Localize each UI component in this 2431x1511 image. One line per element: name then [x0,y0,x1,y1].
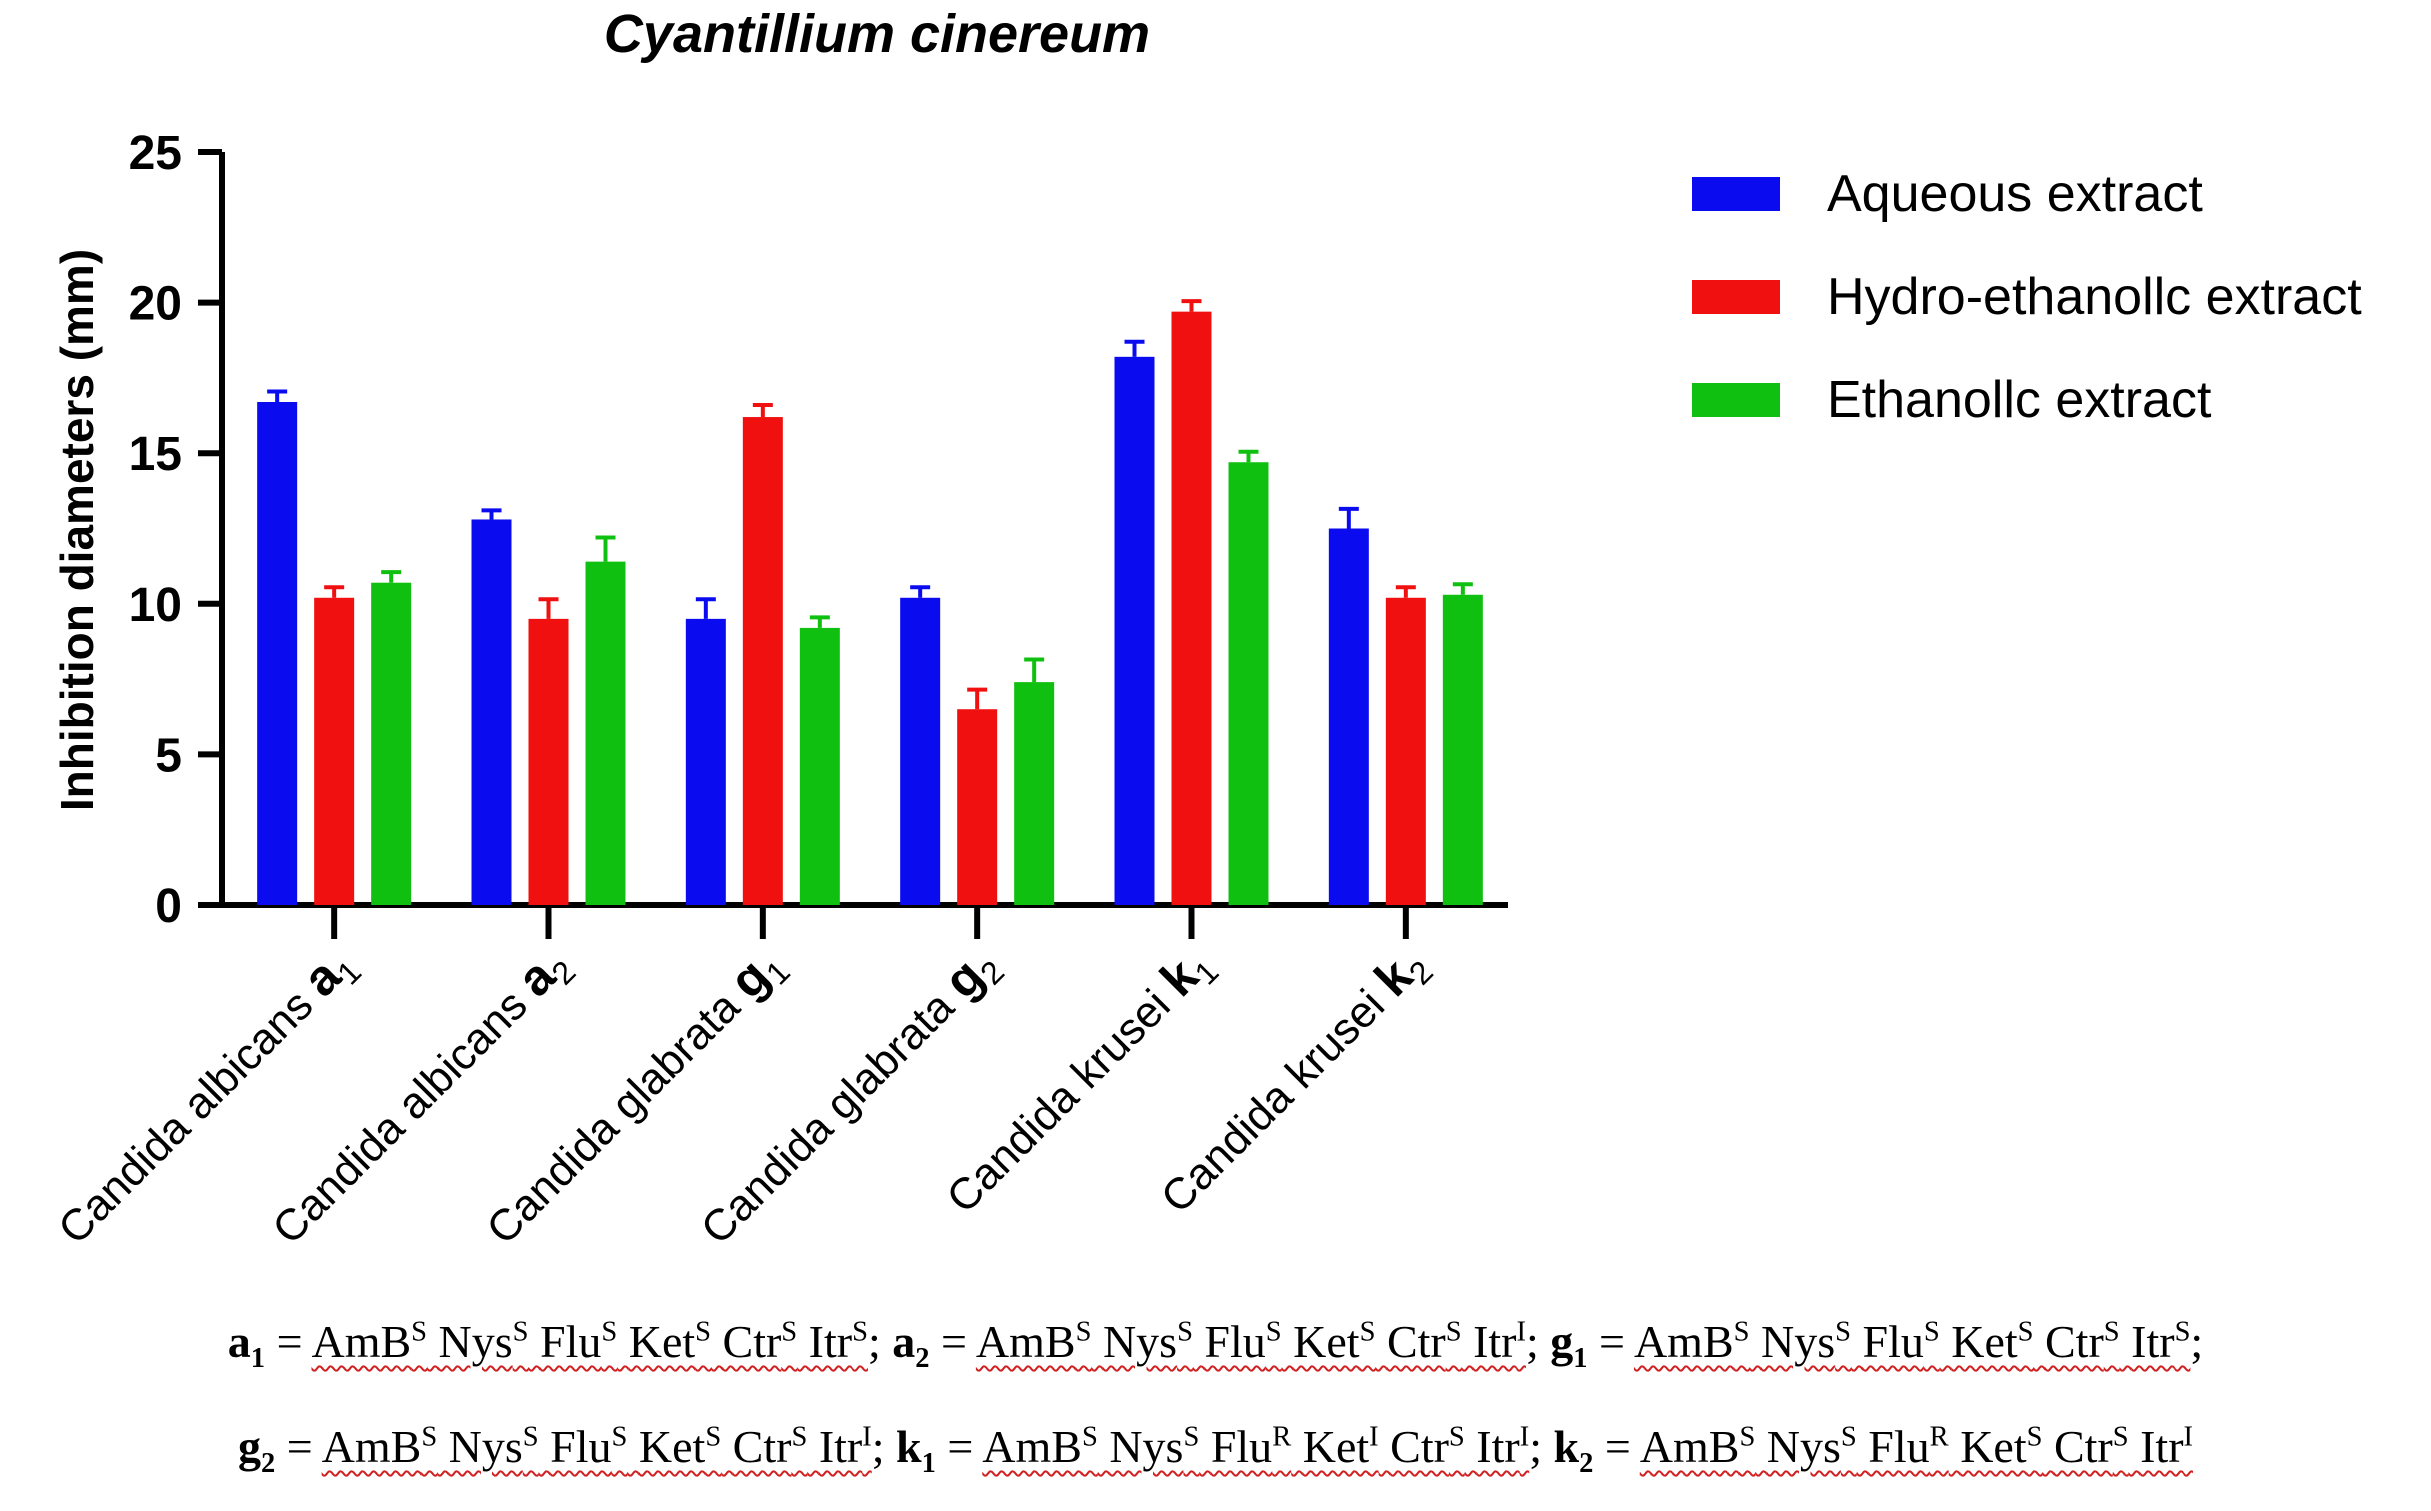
bar [314,597,355,905]
bar [742,417,783,905]
footnote-susceptibility-profile: AmBS NysS FluS KetS CtrS ItrI [975,1316,1526,1367]
bar [1171,311,1212,905]
bar [257,401,298,905]
bar [371,582,412,905]
bar [685,618,726,905]
legend-swatch [1692,280,1780,314]
y-tick-label: 15 [129,428,182,481]
footnote-strain-key: g2 [237,1421,276,1480]
legend: Aqueous extract Hydro-ethanollc extract Et… [1692,165,2362,429]
footnote-susceptibility-profile: AmBS NysS FluS KetS CtrS ItrS [1633,1316,2191,1367]
bar [1442,594,1483,905]
legend-label: Aqueous extract [1827,165,2203,223]
footnote-strain-key: g1 [1550,1316,1588,1375]
bar [1014,682,1055,905]
legend-label: Hydro-ethanollc extract [1827,268,2362,326]
legend-swatch [1692,177,1780,211]
footnote-strain-key: a2 [892,1316,930,1375]
bar-chart: Cyantillium cinereum Inhibition diameter… [49,4,2362,1254]
bar [471,519,512,905]
bar [1228,462,1269,905]
bar [1328,528,1369,905]
y-tick-label: 10 [129,579,182,632]
footnote-line: a1 = AmBS NysS FluS KetS CtrS ItrS; a2 =… [227,1316,2204,1375]
chart-title: Cyantillium cinereum [604,4,1150,64]
footnote-susceptibility-profile: AmBS NysS FluS KetS CtrS ItrS [311,1316,868,1367]
y-axis-label: Inhibition diameters (mm) [51,249,103,811]
footnote-line: g2 = AmBS NysS FluS KetS CtrS ItrI; k1 =… [237,1421,2194,1480]
y-tick-label: 25 [129,127,182,180]
footnote-strain-key: k2 [1553,1421,1594,1480]
footnote-susceptibility-profile: AmBS NysS FluS KetS CtrS ItrI [321,1421,872,1472]
bar [1385,597,1426,905]
bar [799,627,840,905]
y-tick-label: 5 [155,729,182,782]
y-tick-label: 20 [129,278,182,331]
bar [1114,356,1155,905]
y-tick-label: 0 [155,880,182,933]
footnote-strain-key: a1 [227,1316,266,1375]
legend-label: Ethanollc extract [1827,371,2212,429]
footnote-susceptibility-profile: AmBS NysS FluR KetS CtrS ItrI [1639,1421,2194,1472]
bar [900,597,941,905]
footnote-susceptibility-profile: AmBS NysS FluR KetI CtrS ItrI [982,1421,1530,1472]
footnote-strain-key: k1 [896,1421,936,1480]
bar [585,561,626,905]
bar [957,709,998,905]
bar [528,618,569,905]
legend-swatch [1692,383,1780,417]
